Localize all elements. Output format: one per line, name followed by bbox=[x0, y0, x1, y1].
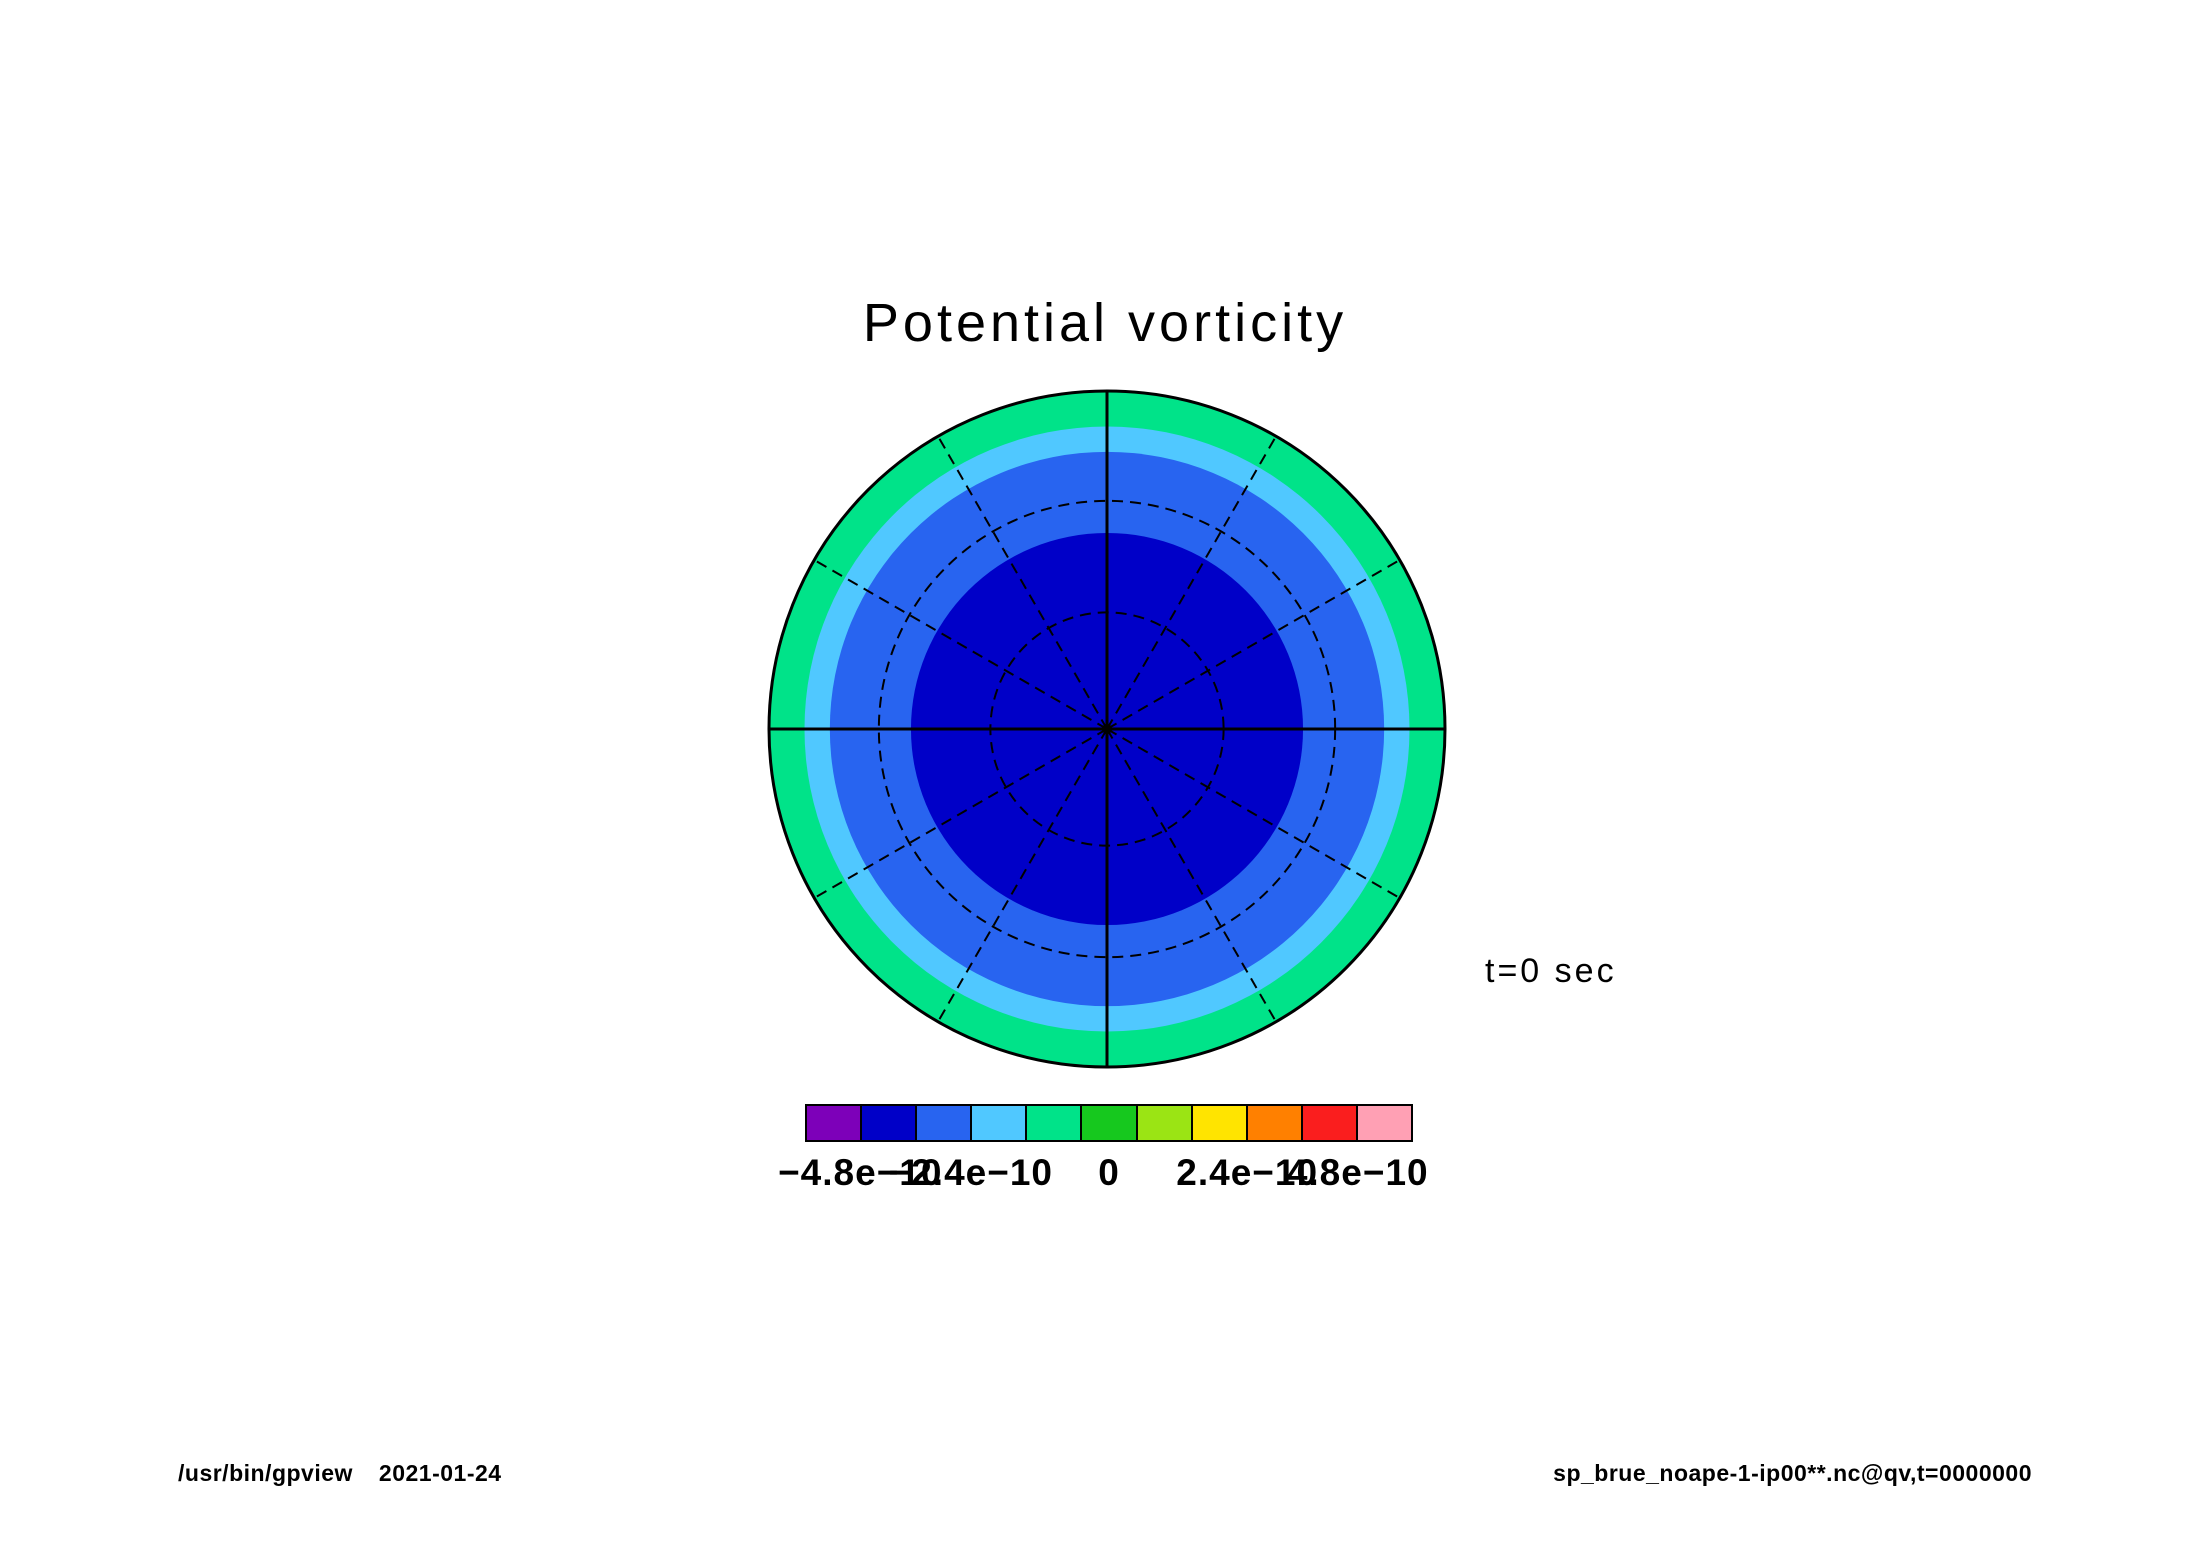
footer-source: sp_brue_noape-1-ip00**.nc@qv,t=0000000 bbox=[1553, 1460, 2032, 1486]
colorbar-tick-label: 4.8e−10 bbox=[1286, 1152, 1429, 1193]
colorbar-cell bbox=[972, 1106, 1028, 1140]
colorbar-tick-label: 0 bbox=[1098, 1152, 1120, 1193]
colorbar-tick-label: −4.8e−10 bbox=[778, 1152, 943, 1193]
meridian-line bbox=[1106, 728, 1277, 1023]
colorbar-tick-label: 2.4e−10 bbox=[1176, 1152, 1319, 1193]
colorbar-cell bbox=[917, 1106, 973, 1140]
colorbar-cell bbox=[1082, 1106, 1138, 1140]
colorbar-cell bbox=[807, 1106, 863, 1140]
pole-point bbox=[1102, 724, 1112, 734]
colorbar-tick-label: −2.4e−10 bbox=[888, 1152, 1053, 1193]
footer-command: /usr/bin/gpview bbox=[178, 1460, 353, 1486]
map-boundary bbox=[767, 389, 1447, 1069]
footer-left: /usr/bin/gpview 2021-01-24 bbox=[178, 1460, 502, 1487]
meridian-line bbox=[1106, 728, 1401, 899]
colorbar-cell bbox=[1302, 1106, 1358, 1140]
meridian-line bbox=[813, 559, 1108, 730]
colorbar-cell bbox=[1027, 1106, 1083, 1140]
meridian-line bbox=[937, 728, 1108, 1023]
colorbar-cell bbox=[1247, 1106, 1303, 1140]
meridian-line bbox=[1106, 435, 1277, 730]
meridian-line bbox=[813, 728, 1108, 899]
chart-title: Potential vorticity bbox=[862, 293, 1348, 353]
meridian-line bbox=[937, 435, 1108, 730]
colorbar-cell bbox=[1192, 1106, 1248, 1140]
footer-date: 2021-01-24 bbox=[378, 1460, 502, 1486]
polar-plot bbox=[762, 384, 1452, 1074]
colorbar bbox=[805, 1104, 1413, 1142]
colorbar-tick-labels: −4.8e−10 −2.4e−10 0 2.4e−10 4.8e−10 bbox=[778, 1152, 1428, 1198]
polar-plot-svg bbox=[767, 389, 1447, 1069]
meridian-line bbox=[1106, 559, 1401, 730]
time-annotation: t=0 sec bbox=[1485, 952, 1617, 990]
colorbar-cell bbox=[1357, 1106, 1412, 1140]
colorbar-cell bbox=[1137, 1106, 1193, 1140]
colorbar-cell bbox=[862, 1106, 918, 1140]
